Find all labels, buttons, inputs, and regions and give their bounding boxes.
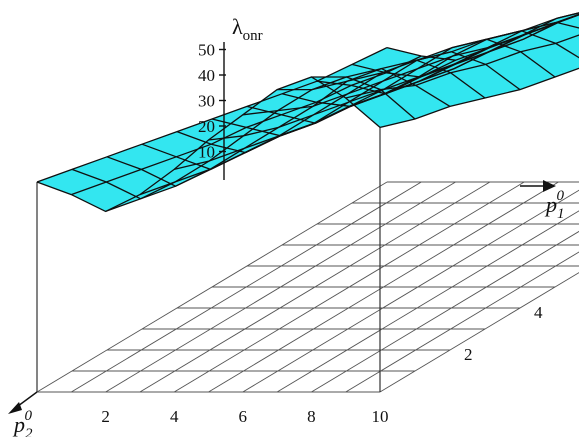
floor-grid-line [242,189,579,393]
floor-grid-line [311,230,579,393]
surface-patch [140,169,210,199]
labels: 10203040502468246810p10p20λonr [12,14,565,437]
mesh-line [379,67,579,129]
surface-patch [105,182,175,212]
z-tick-label: 50 [198,41,215,60]
axes [8,42,556,414]
p2-tick-label: 8 [307,407,316,426]
p2-axis-title: p20 [12,408,33,437]
surface-patch [555,35,579,58]
surface-patch [352,47,422,73]
surface-patch [242,89,313,115]
floor-grid-line [379,272,579,393]
surface-patch [556,14,579,28]
frame [36,127,381,392]
z-tick-label: 30 [198,92,215,111]
p2-tick-label: 6 [239,407,248,426]
surface-patch [520,43,579,77]
mesh-line [311,13,579,78]
surface-patch [415,72,485,107]
floor-grid-line [71,181,422,393]
floor-grid-line [36,181,388,393]
p2-tick-label: 4 [170,407,179,426]
floor-grid-line [139,181,491,393]
surface [36,12,579,213]
z-tick-label: 20 [198,117,215,136]
floor-grid-line [208,181,559,393]
p1-axis-title: p10 [544,188,565,222]
floor-grid-line [276,210,579,393]
surface-patch [380,85,450,119]
surface-patch [485,51,555,90]
surface-patch [174,148,245,182]
surface-patch [244,114,314,149]
floor-grid-line [173,181,525,393]
p1-tick-label: 2 [464,345,473,364]
surface-patch [417,39,487,61]
p1-axis-arrow [543,180,556,192]
z-tick-label: 40 [198,66,215,85]
mesh-line [36,47,388,183]
p1-tick-label: 4 [534,303,543,322]
surface-patch [208,110,278,140]
p2-tick-label: 10 [372,407,389,426]
surface-patch [279,102,349,136]
surface-patch [450,64,520,98]
p2-axis-arrow [8,402,22,414]
mesh-line [71,55,422,196]
floor-grid-line [105,181,456,393]
z-axis-title: λonr [232,14,263,44]
mesh-line [345,34,579,99]
p2-tick-label: 2 [101,407,110,426]
mesh-line [242,14,579,116]
mesh-line [277,12,579,91]
floor-grid-line [345,251,579,393]
z-tick-label: 10 [198,143,215,162]
floor-grid [36,181,579,393]
surface-patch [139,161,210,195]
mesh-line [174,34,525,171]
surface-patch [209,127,279,161]
surface-patch [174,135,244,170]
surface-patch [243,106,313,136]
surface-patch [486,30,556,52]
